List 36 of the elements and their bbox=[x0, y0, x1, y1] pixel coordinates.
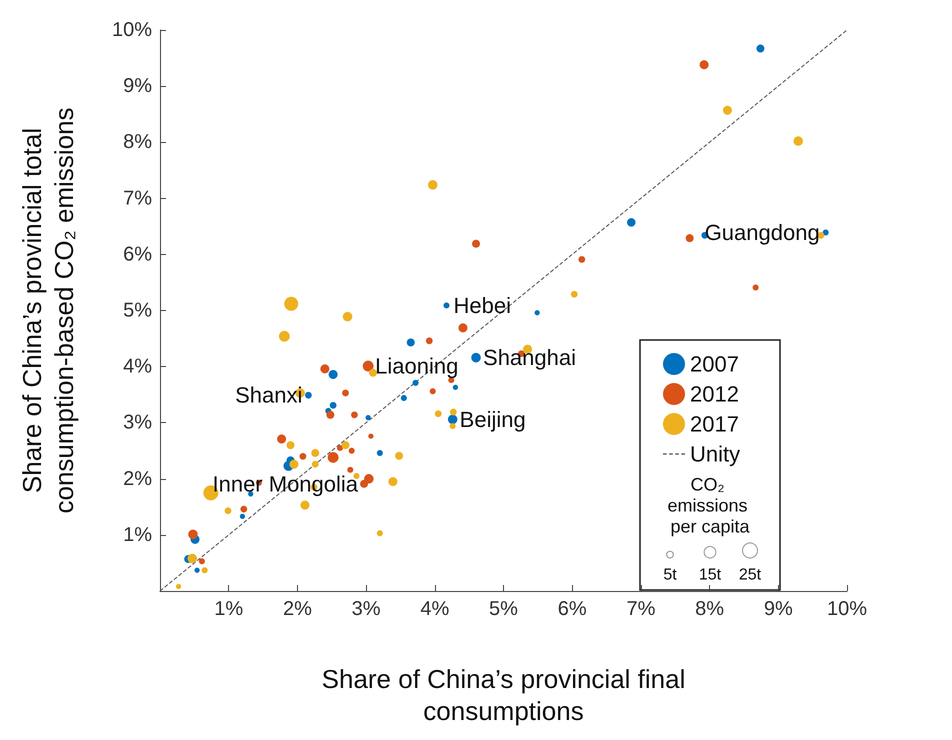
y-tick-label: 2% bbox=[123, 468, 152, 490]
legend-label: 25t bbox=[738, 566, 762, 584]
y-tick-label: 8% bbox=[123, 131, 152, 154]
legend-label: 2007 bbox=[690, 352, 739, 376]
y-axis-title: Share of China’s provincial total consumption-based CO₂ emissions bbox=[17, 107, 79, 514]
y-tick-label: 10% bbox=[112, 19, 152, 41]
x-tick-label: 9% bbox=[764, 598, 793, 620]
annotation: Guangdong bbox=[704, 220, 820, 246]
legend-label: 15t bbox=[698, 566, 722, 584]
legend-label: Unity bbox=[690, 442, 740, 466]
x-axis-title: Share of China’s provincial final consumptions bbox=[322, 664, 686, 726]
y-tick-label: 6% bbox=[123, 243, 152, 266]
legend-label: 2017 bbox=[690, 412, 739, 436]
x-tick-label: 3% bbox=[352, 598, 381, 620]
y-tick-label: 7% bbox=[123, 187, 152, 210]
y-tick-label: 5% bbox=[123, 300, 152, 322]
x-tick-label: 5% bbox=[489, 598, 518, 620]
x-tick-label: 2% bbox=[282, 598, 312, 620]
y-tick-label: 4% bbox=[123, 356, 152, 378]
x-tick-label: 7% bbox=[626, 598, 656, 620]
y-tick-label: 1% bbox=[123, 524, 152, 546]
x-tick-label: 8% bbox=[695, 598, 724, 620]
x-tick-label: 6% bbox=[558, 598, 587, 620]
annotation: Hebei bbox=[453, 292, 511, 318]
annotation: Liaoning bbox=[375, 354, 458, 379]
annotation: Shanghai bbox=[483, 345, 576, 370]
x-tick-label: 1% bbox=[214, 598, 244, 620]
y-tick-label: 9% bbox=[123, 75, 152, 98]
legend-title: CO₂ emissions per capita bbox=[667, 474, 753, 536]
x-tick-label: 4% bbox=[420, 598, 450, 620]
annotation: Beijing bbox=[460, 406, 526, 432]
legend-label: 5t bbox=[663, 566, 678, 584]
y-tick-label: 3% bbox=[123, 412, 152, 434]
x-tick-label: 10% bbox=[826, 598, 868, 620]
annotation: Shanxi bbox=[235, 382, 302, 408]
legend-label: 2012 bbox=[690, 382, 739, 406]
